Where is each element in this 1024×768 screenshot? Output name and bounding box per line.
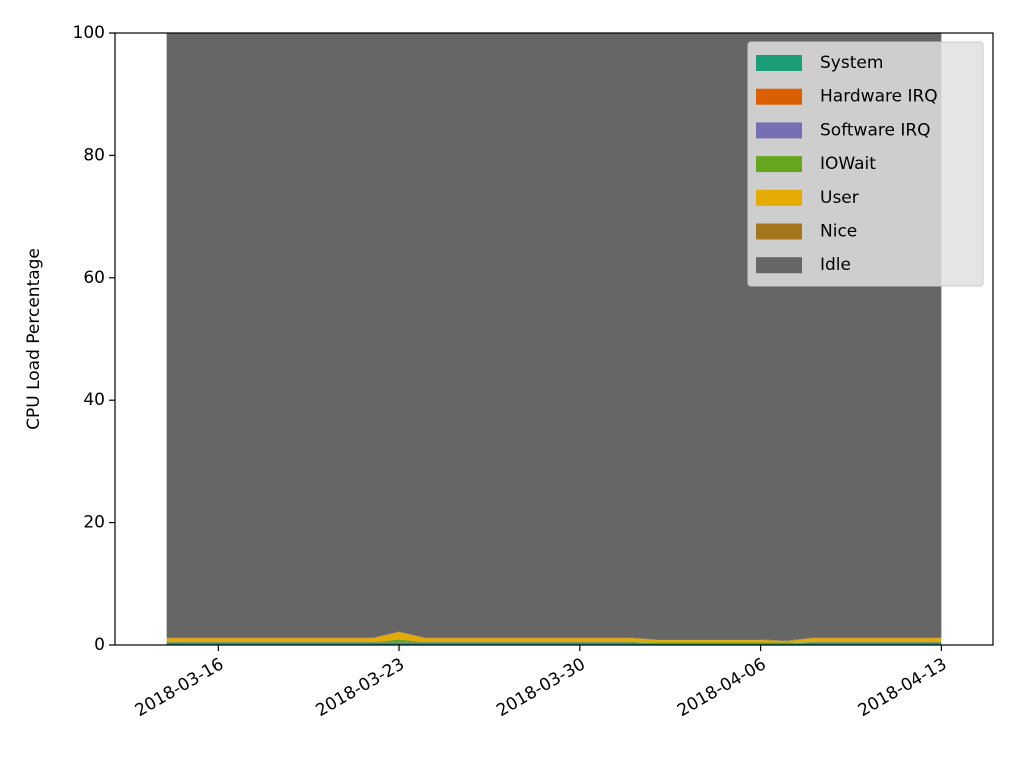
legend-label: Software IRQ — [820, 120, 931, 140]
y-tick-label: 60 — [83, 268, 105, 288]
y-axis-label: CPU Load Percentage — [24, 248, 44, 430]
legend-label: Idle — [820, 255, 851, 275]
area — [166, 639, 942, 644]
y-tick-label: 80 — [83, 145, 105, 165]
legend-label: User — [820, 188, 859, 208]
legend-swatch — [756, 156, 802, 173]
legend-box — [747, 41, 984, 287]
y-tick-label: 20 — [83, 513, 105, 533]
area — [166, 632, 942, 643]
legend-swatch — [756, 122, 802, 139]
x-tick-label: 2018-03-23 — [312, 654, 408, 721]
legend-swatch — [756, 223, 802, 240]
legend-swatch — [756, 189, 802, 206]
legend-swatch — [756, 88, 802, 105]
y-tick-label: 100 — [73, 23, 105, 43]
x-tick-label: 2018-04-06 — [674, 654, 770, 721]
legend-label: Hardware IRQ — [820, 87, 938, 107]
legend-label: Nice — [820, 222, 857, 242]
x-tick-label: 2018-04-13 — [855, 654, 951, 721]
area — [166, 642, 942, 644]
plot-frame — [114, 32, 994, 646]
x-tick-label: 2018-03-30 — [493, 654, 589, 721]
x-tick-label: 2018-03-16 — [132, 654, 228, 721]
legend-label: IOWait — [820, 154, 876, 174]
legend-swatch — [756, 257, 802, 274]
legend-label: System — [820, 53, 883, 73]
y-tick-label: 40 — [83, 390, 105, 410]
y-tick-label: 0 — [94, 635, 105, 655]
legend-swatch — [756, 55, 802, 71]
legend: System Hardware IRQ Software IRQ IOWait User… — [747, 41, 984, 287]
